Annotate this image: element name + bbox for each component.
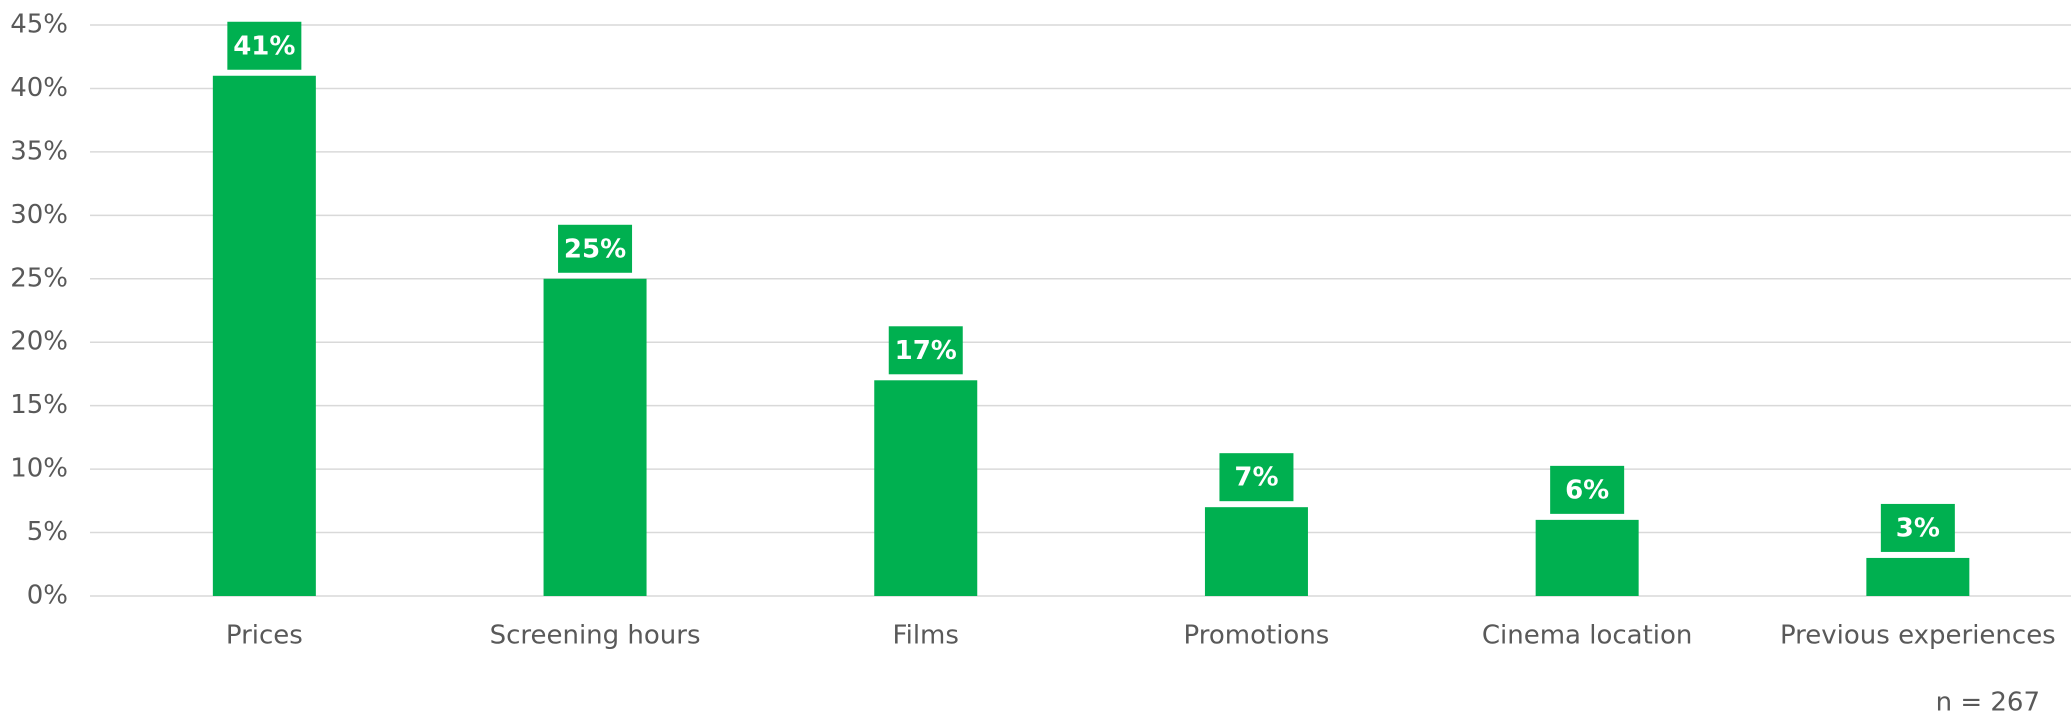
- y-tick-label: 40%: [10, 73, 68, 103]
- bar: [212, 75, 316, 596]
- x-tick-label: Previous experiences: [1780, 621, 2056, 651]
- x-tick-label: Prices: [226, 621, 303, 651]
- value-label-box: [1880, 503, 1955, 552]
- bar: [874, 380, 978, 596]
- y-tick-label: 30%: [10, 200, 68, 230]
- y-tick-label: 10%: [10, 454, 68, 484]
- value-label: 7%: [1234, 463, 1278, 493]
- bar: [1204, 507, 1308, 596]
- value-label: 25%: [564, 234, 626, 264]
- y-tick-label: 0%: [27, 581, 68, 611]
- value-label-box: [1550, 465, 1625, 514]
- x-tick-label: Screening hours: [490, 621, 701, 651]
- y-tick-label: 35%: [10, 136, 68, 166]
- value-label-box: [558, 224, 633, 273]
- y-tick-label: 45%: [10, 10, 68, 40]
- value-label: 6%: [1565, 475, 1609, 505]
- value-label: 41%: [233, 31, 295, 61]
- x-tick-label: Cinema location: [1482, 621, 1693, 651]
- value-label-box: [227, 21, 302, 70]
- annotation: n = 267: [1936, 688, 2040, 717]
- value-label: 3%: [1896, 513, 1940, 543]
- bar: [1866, 557, 1970, 596]
- y-tick-label: 20%: [10, 327, 68, 357]
- value-label-box: [888, 326, 963, 375]
- y-tick-label: 25%: [10, 263, 68, 293]
- value-label-box: [1219, 453, 1294, 502]
- x-tick-label: Films: [893, 621, 959, 651]
- y-tick-label: 15%: [10, 390, 68, 420]
- y-tick-label: 5%: [27, 517, 68, 547]
- value-label: 17%: [895, 336, 957, 366]
- bar: [1535, 519, 1639, 596]
- x-tick-label: Promotions: [1184, 621, 1330, 651]
- bar: [543, 278, 647, 596]
